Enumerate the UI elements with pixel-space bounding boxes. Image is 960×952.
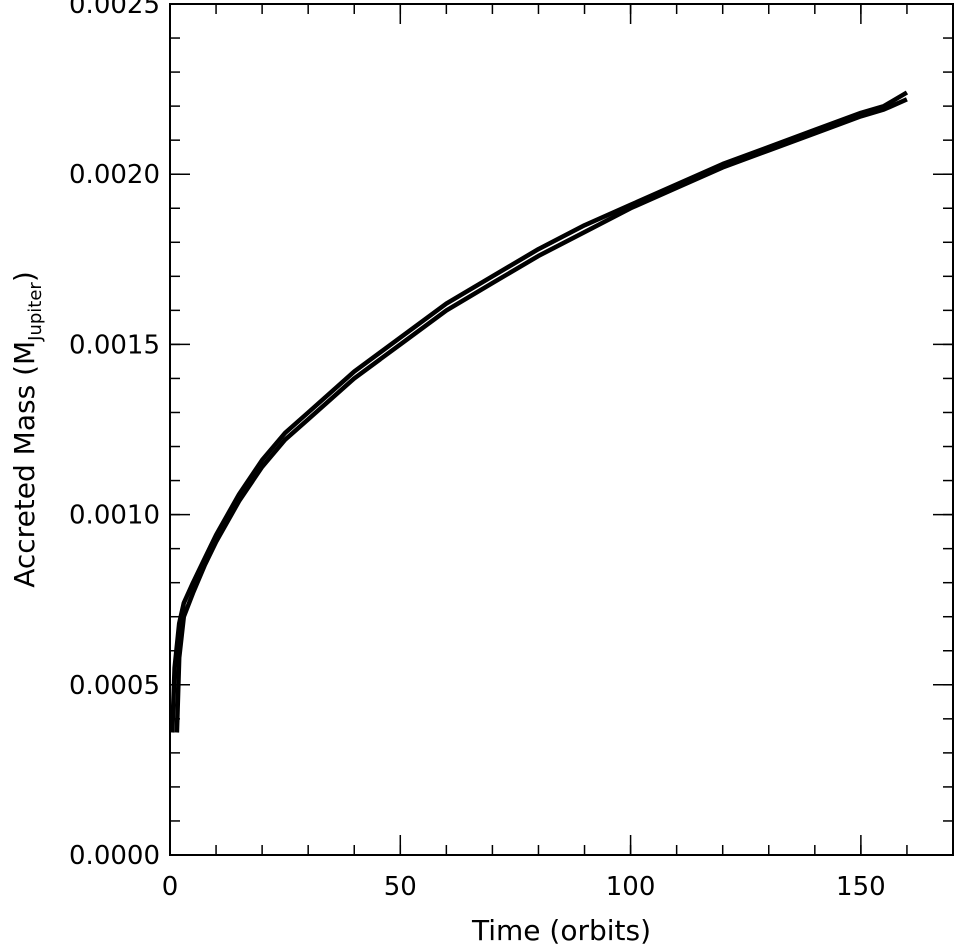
y-tick-label: 0.0015 <box>69 330 160 360</box>
plot-frame <box>169 3 954 856</box>
x-tick-label: 50 <box>384 872 417 902</box>
y-tick-label: 0.0005 <box>69 671 160 701</box>
y-tick-label: 0.0000 <box>69 841 160 871</box>
y-tick-label: 0.0010 <box>69 501 160 531</box>
series-layer <box>170 90 909 733</box>
y-axis-title: Accreted Mass (MJupiter) <box>8 271 46 588</box>
y-tick-label: 0.0025 <box>69 0 160 20</box>
tick-labels: 0 50 100 150 0.0000 0.0005 0.0010 0.0015 0.0020 0… <box>69 0 886 902</box>
y-axis-title-subscript: Jupiter <box>25 282 46 342</box>
x-tick-label: 150 <box>836 872 886 902</box>
x-tick-label: 0 <box>162 872 179 902</box>
y-axis-title-main: Accreted Mass (M <box>8 341 41 588</box>
y-tick-label: 0.0020 <box>69 160 160 190</box>
x-tick-label: 100 <box>606 872 656 902</box>
y-axis-title-suffix: ) <box>8 271 41 282</box>
series-line-1 <box>170 90 909 733</box>
series-line-2 <box>174 97 908 733</box>
x-axis-title: Time (orbits) <box>471 914 651 947</box>
